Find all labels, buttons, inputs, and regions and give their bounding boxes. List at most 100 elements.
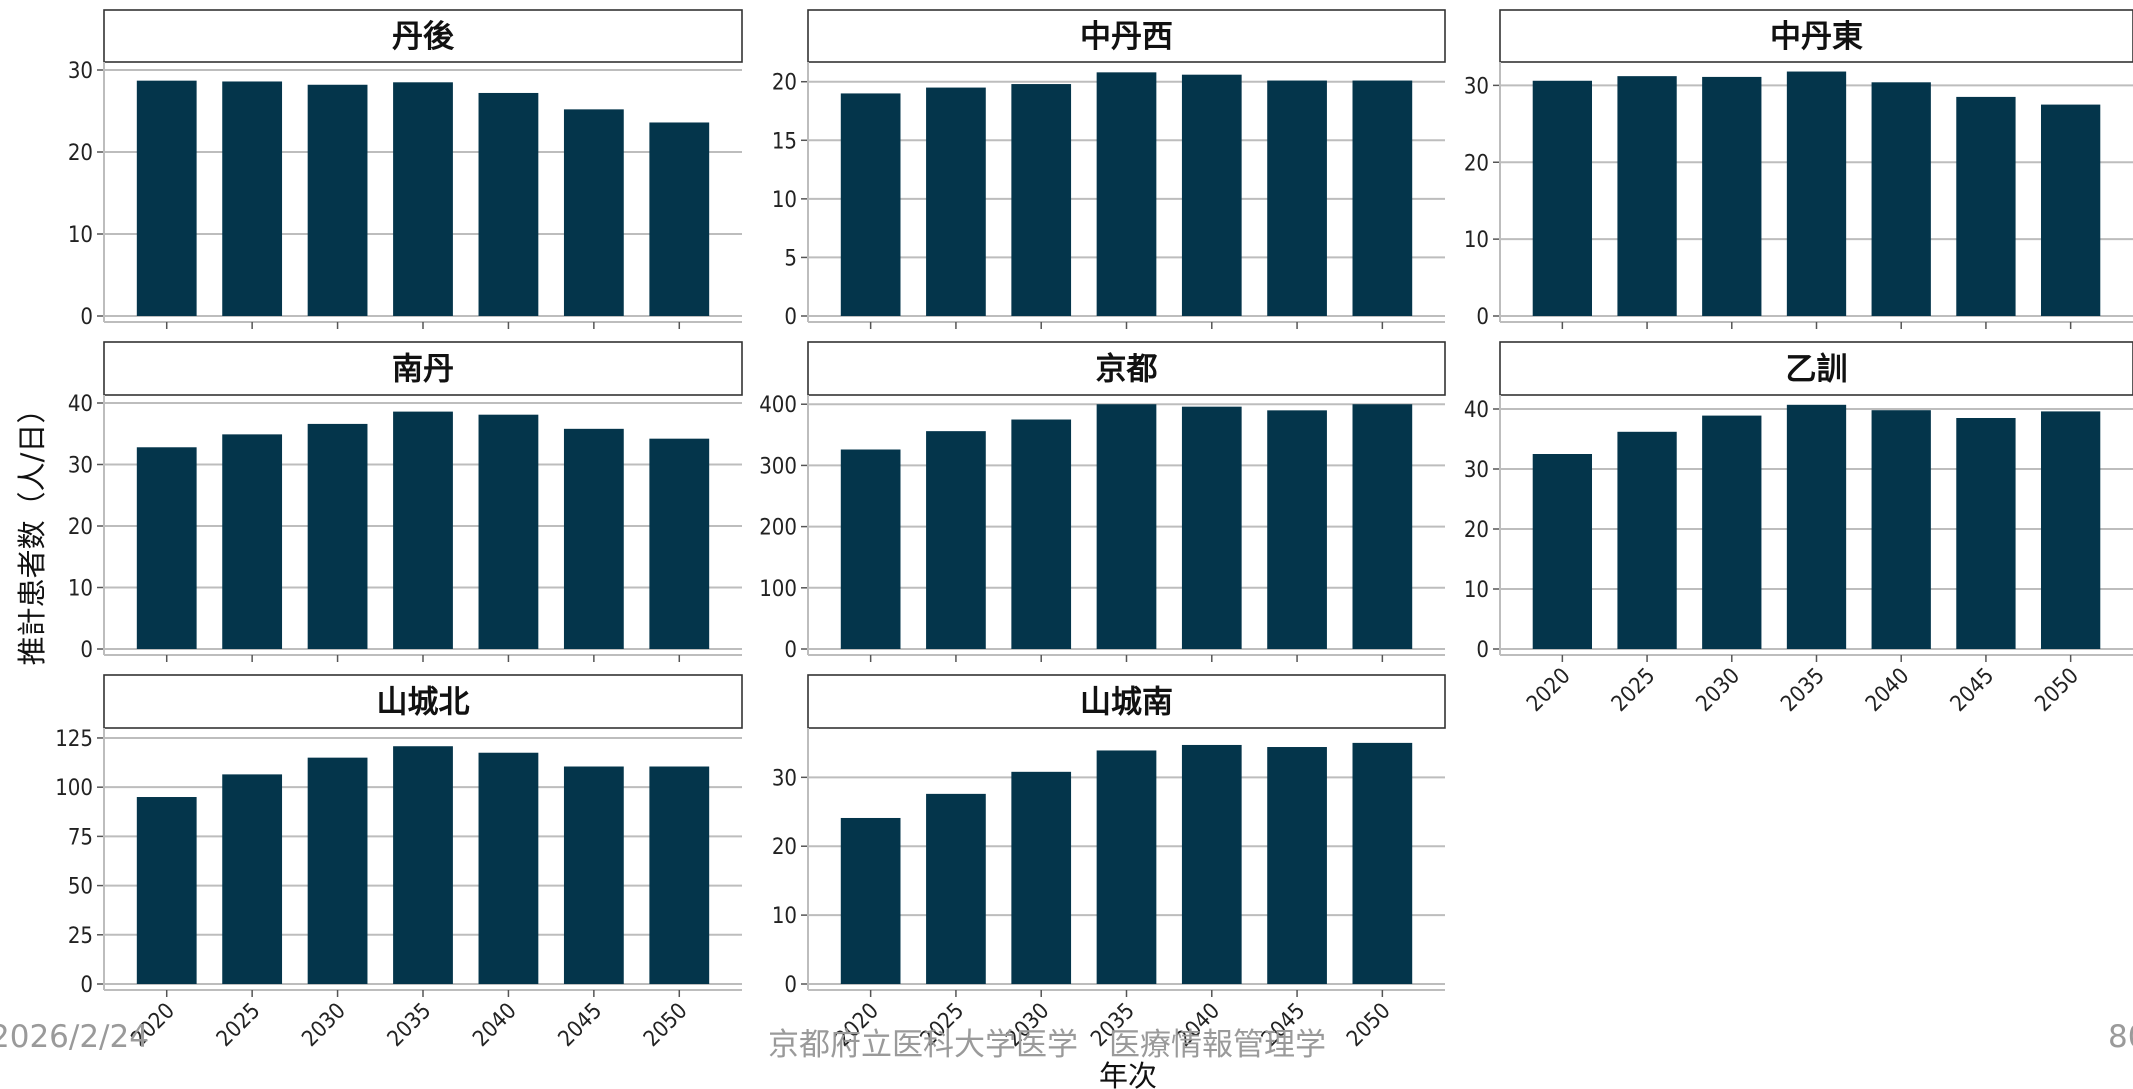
- y-tick-label: 0: [80, 638, 93, 663]
- bar: [478, 414, 539, 649]
- y-tick-label: 10: [772, 904, 797, 929]
- y-tick-label: 75: [68, 825, 93, 850]
- y-tick-label: 200: [759, 516, 797, 541]
- facet-strip: [807, 9, 1446, 63]
- bar: [1352, 742, 1413, 984]
- x-tick-label: 2030: [1692, 664, 1745, 717]
- bar: [840, 449, 901, 649]
- facet-title: 南丹: [392, 352, 454, 388]
- bar: [840, 817, 901, 984]
- facet-title: 山城南: [1080, 685, 1173, 721]
- y-tick-label: 0: [784, 305, 797, 330]
- bar: [393, 82, 453, 316]
- facet-strip: [103, 674, 743, 729]
- x-tick-label: 2020: [1522, 664, 1575, 717]
- footer-organization: 京都府立医科大学医学 医療情報管理学: [768, 1027, 1326, 1063]
- x-tick-label: 2050: [2031, 664, 2084, 717]
- bar: [478, 752, 539, 984]
- bar: [1352, 404, 1413, 649]
- bar: [1956, 418, 2016, 649]
- y-tick-label: 400: [759, 393, 797, 418]
- bar: [563, 428, 624, 649]
- y-tick-label: 20: [68, 141, 93, 166]
- x-tick-label: 2040: [1861, 664, 1914, 717]
- facet-title: 乙訓: [1786, 352, 1848, 388]
- bar: [1011, 771, 1072, 984]
- y-tick-label: 20: [1464, 518, 1489, 543]
- bar: [1267, 80, 1327, 317]
- bar: [563, 766, 624, 984]
- bar: [2040, 104, 2101, 316]
- x-tick-label: 2025: [1607, 664, 1660, 717]
- x-tick-label: 2040: [468, 999, 521, 1052]
- footer-page-number: 80: [2108, 1019, 2133, 1055]
- footer-date: 2026/2/24: [0, 1019, 149, 1055]
- bar: [222, 81, 283, 316]
- facet-title: 中丹東: [1770, 19, 1863, 55]
- bar: [1786, 71, 1847, 316]
- x-tick-label: 2035: [383, 999, 436, 1052]
- bar: [1096, 72, 1157, 316]
- y-tick-label: 20: [1464, 151, 1489, 176]
- y-tick-label: 0: [784, 638, 797, 663]
- y-tick-label: 50: [68, 875, 93, 900]
- x-tick-label: 2050: [1342, 999, 1395, 1052]
- bar: [2040, 411, 2101, 649]
- facet-panel: 中丹東 0 10 20 30: [1464, 9, 2133, 330]
- y-tick-label: 0: [80, 973, 93, 998]
- bar: [1267, 410, 1327, 649]
- bar: [222, 774, 283, 984]
- x-axis-label: 年次: [1099, 1059, 1157, 1089]
- facet-strip: [1499, 341, 2133, 396]
- bar: [478, 92, 539, 317]
- bar: [649, 122, 710, 316]
- y-tick-label: 10: [772, 188, 797, 213]
- x-tick-label: 2035: [1776, 664, 1829, 717]
- y-tick-label: 20: [772, 835, 797, 860]
- facet-panel: 京都 0 100 200 300 400: [759, 341, 1446, 663]
- y-tick-label: 100: [55, 776, 93, 801]
- y-tick-label: 40: [1464, 398, 1489, 423]
- bar: [926, 431, 986, 649]
- facet-panel: 南丹 0 10 20 30 40: [68, 341, 743, 663]
- y-tick-label: 0: [1476, 638, 1489, 663]
- y-tick-label: 0: [784, 973, 797, 998]
- bar: [649, 438, 710, 649]
- bar: [1267, 747, 1327, 984]
- bar: [1617, 76, 1677, 317]
- bar: [393, 746, 453, 984]
- bar: [1181, 74, 1242, 316]
- y-tick-label: 30: [1464, 74, 1489, 99]
- y-tick-label: 40: [68, 392, 93, 417]
- bar: [1181, 744, 1242, 984]
- y-tick-label: 20: [68, 515, 93, 540]
- y-tick-label: 125: [55, 727, 93, 752]
- y-tick-label: 10: [68, 223, 93, 248]
- bar: [1011, 419, 1072, 649]
- bar: [1871, 410, 1931, 649]
- bar: [1096, 404, 1157, 649]
- bar: [840, 93, 901, 316]
- bar: [926, 793, 986, 984]
- y-tick-label: 10: [1464, 578, 1489, 603]
- y-tick-label: 30: [68, 59, 93, 84]
- y-tick-label: 100: [759, 577, 797, 602]
- y-tick-label: 20: [772, 71, 797, 96]
- bar: [926, 87, 986, 316]
- y-tick-label: 30: [1464, 458, 1489, 483]
- bar: [1702, 415, 1762, 649]
- y-tick-label: 15: [772, 129, 797, 154]
- y-tick-label: 0: [1476, 305, 1489, 330]
- y-axis-label: 推計患者数（人/日）: [15, 395, 49, 666]
- facet-strip: [807, 674, 1446, 729]
- y-tick-label: 25: [68, 924, 93, 949]
- bar: [222, 434, 283, 649]
- y-tick-label: 300: [759, 454, 797, 479]
- facet-title: 丹後: [392, 19, 455, 55]
- bar: [393, 411, 453, 649]
- y-tick-label: 30: [772, 766, 797, 791]
- bar: [136, 447, 197, 649]
